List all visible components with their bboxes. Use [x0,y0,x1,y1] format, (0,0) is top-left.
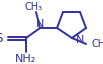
Text: S: S [0,31,3,44]
Text: N: N [36,19,44,29]
Text: CH₃: CH₃ [92,39,103,49]
Text: N: N [76,35,84,45]
Text: CH₃: CH₃ [25,2,43,12]
Text: NH₂: NH₂ [15,54,37,64]
